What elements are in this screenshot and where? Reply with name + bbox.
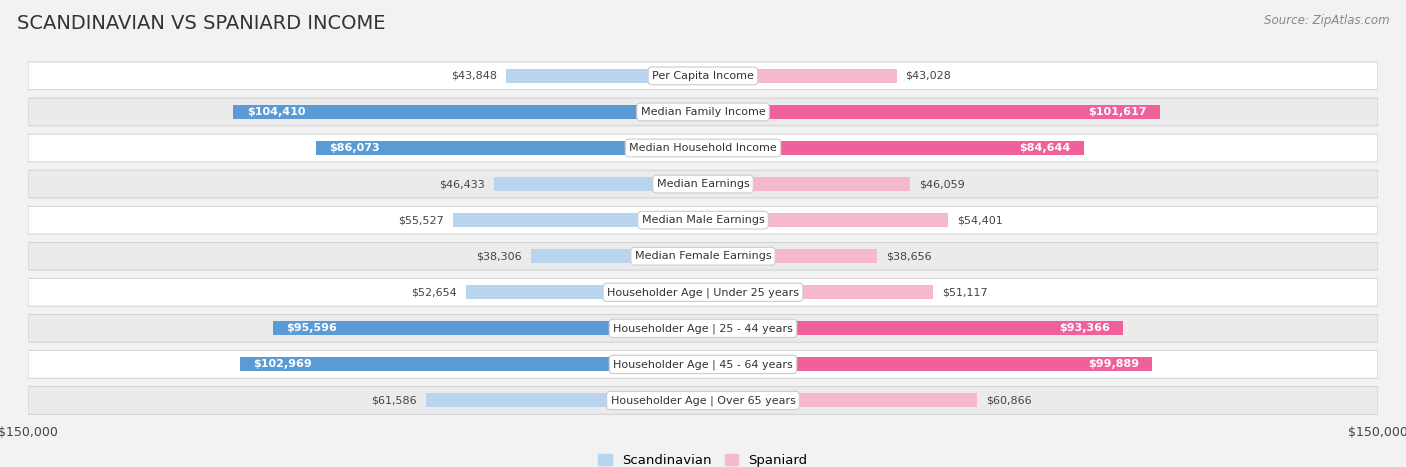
Bar — [233, 105, 703, 119]
Bar — [703, 141, 1084, 155]
Text: $43,848: $43,848 — [451, 71, 496, 81]
FancyBboxPatch shape — [28, 134, 1378, 162]
FancyBboxPatch shape — [28, 206, 1378, 234]
FancyBboxPatch shape — [28, 278, 1378, 306]
Bar — [426, 393, 703, 408]
Bar — [273, 321, 703, 335]
Text: $84,644: $84,644 — [1019, 143, 1070, 153]
Bar — [530, 249, 703, 263]
Text: $95,596: $95,596 — [287, 323, 337, 333]
Bar — [239, 357, 703, 371]
Text: $38,306: $38,306 — [477, 251, 522, 261]
Text: Median Family Income: Median Family Income — [641, 107, 765, 117]
Text: $43,028: $43,028 — [905, 71, 952, 81]
FancyBboxPatch shape — [28, 387, 1378, 414]
Bar — [506, 69, 703, 83]
Text: Per Capita Income: Per Capita Income — [652, 71, 754, 81]
Bar — [316, 141, 703, 155]
FancyBboxPatch shape — [28, 62, 1378, 90]
Text: $60,866: $60,866 — [986, 396, 1032, 405]
Bar — [703, 321, 1123, 335]
Legend: Scandinavian, Spaniard: Scandinavian, Spaniard — [593, 448, 813, 467]
Bar — [467, 285, 703, 299]
Text: Median Earnings: Median Earnings — [657, 179, 749, 189]
Text: Householder Age | 25 - 44 years: Householder Age | 25 - 44 years — [613, 323, 793, 333]
FancyBboxPatch shape — [28, 170, 1378, 198]
Text: $46,433: $46,433 — [439, 179, 485, 189]
Text: $55,527: $55,527 — [398, 215, 444, 225]
FancyBboxPatch shape — [28, 314, 1378, 342]
Bar — [703, 285, 934, 299]
Text: $101,617: $101,617 — [1088, 107, 1147, 117]
Text: Householder Age | Over 65 years: Householder Age | Over 65 years — [610, 395, 796, 406]
Text: $46,059: $46,059 — [920, 179, 965, 189]
Text: Householder Age | 45 - 64 years: Householder Age | 45 - 64 years — [613, 359, 793, 370]
Text: $102,969: $102,969 — [253, 360, 312, 369]
Bar — [703, 177, 910, 191]
Text: Median Household Income: Median Household Income — [628, 143, 778, 153]
FancyBboxPatch shape — [28, 351, 1378, 378]
FancyBboxPatch shape — [28, 98, 1378, 126]
Text: $38,656: $38,656 — [886, 251, 932, 261]
Text: $104,410: $104,410 — [246, 107, 305, 117]
Text: Median Female Earnings: Median Female Earnings — [634, 251, 772, 261]
Bar — [703, 105, 1160, 119]
Text: Median Male Earnings: Median Male Earnings — [641, 215, 765, 225]
Text: Householder Age | Under 25 years: Householder Age | Under 25 years — [607, 287, 799, 297]
Text: $93,366: $93,366 — [1059, 323, 1109, 333]
Text: $54,401: $54,401 — [956, 215, 1002, 225]
Text: $61,586: $61,586 — [371, 396, 418, 405]
Bar — [703, 213, 948, 227]
Bar — [494, 177, 703, 191]
Text: $86,073: $86,073 — [329, 143, 380, 153]
Text: SCANDINAVIAN VS SPANIARD INCOME: SCANDINAVIAN VS SPANIARD INCOME — [17, 14, 385, 33]
Text: Source: ZipAtlas.com: Source: ZipAtlas.com — [1264, 14, 1389, 27]
Bar — [703, 249, 877, 263]
Text: $51,117: $51,117 — [942, 287, 987, 297]
Bar — [703, 357, 1153, 371]
Bar — [453, 213, 703, 227]
Text: $52,654: $52,654 — [412, 287, 457, 297]
FancyBboxPatch shape — [28, 242, 1378, 270]
Text: $99,889: $99,889 — [1088, 360, 1139, 369]
Bar — [703, 69, 897, 83]
Bar — [703, 393, 977, 408]
